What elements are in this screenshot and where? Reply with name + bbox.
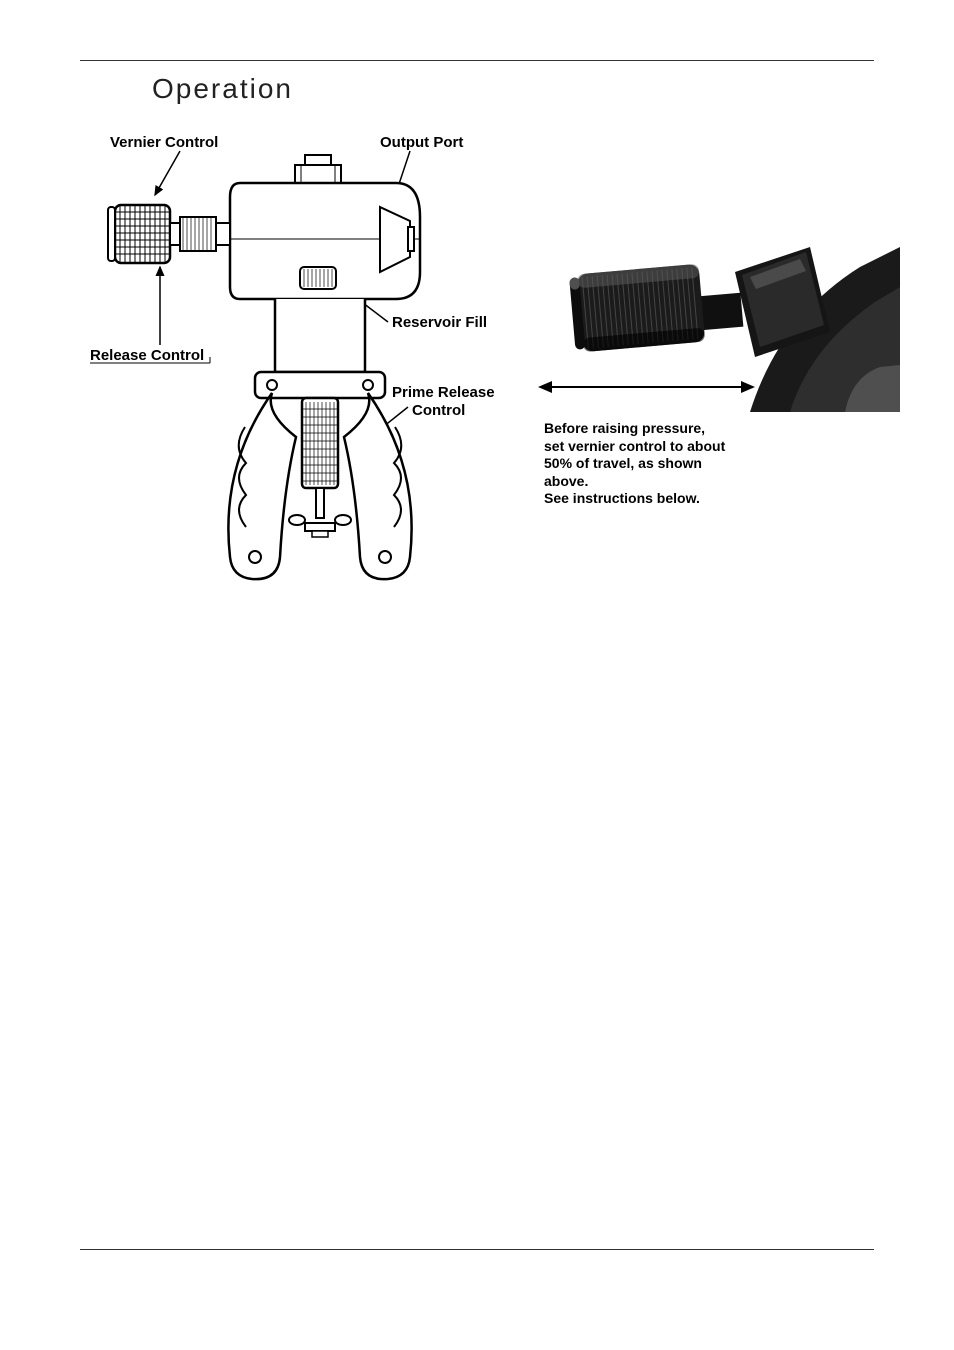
output-port-hex (295, 165, 341, 183)
pump-diagram-container: Vernier Control Output Port Reservoir Fi… (80, 127, 510, 632)
vernier-photo-container (530, 217, 900, 412)
caption-line-3: 50% of travel, as shown (544, 455, 900, 473)
caption-line-4: above. (544, 473, 900, 491)
handle-right (344, 393, 412, 579)
leader-vernier (155, 151, 180, 195)
label-release-control: Release Control (90, 347, 204, 364)
label-reservoir-fill: Reservoir Fill (392, 314, 487, 331)
vernier-photo (530, 217, 900, 412)
prime-release-barrel (302, 398, 338, 488)
caption-line-5: See instructions below. (544, 490, 900, 508)
handle-left (228, 393, 296, 579)
reservoir-fill-cap (300, 267, 336, 289)
label-prime-release-l2: Control (412, 402, 465, 419)
label-vernier-control: Vernier Control (110, 134, 218, 151)
caption-line-2: set vernier control to about (544, 438, 900, 456)
pump-diagram: Vernier Control Output Port Reservoir Fi… (80, 127, 510, 627)
top-horizontal-rule (80, 60, 874, 61)
label-output-port: Output Port (380, 134, 463, 151)
label-prime-release-l1: Prime Release (392, 384, 495, 401)
photo-column: Before raising pressure, set vernier con… (530, 127, 900, 508)
section-heading: Operation (152, 73, 874, 105)
content-row: Vernier Control Output Port Reservoir Fi… (80, 127, 874, 632)
caption-line-1: Before raising pressure, (544, 420, 900, 438)
bottom-horizontal-rule (80, 1249, 874, 1250)
pump-neck (275, 299, 365, 372)
photo-caption: Before raising pressure, set vernier con… (544, 420, 900, 508)
